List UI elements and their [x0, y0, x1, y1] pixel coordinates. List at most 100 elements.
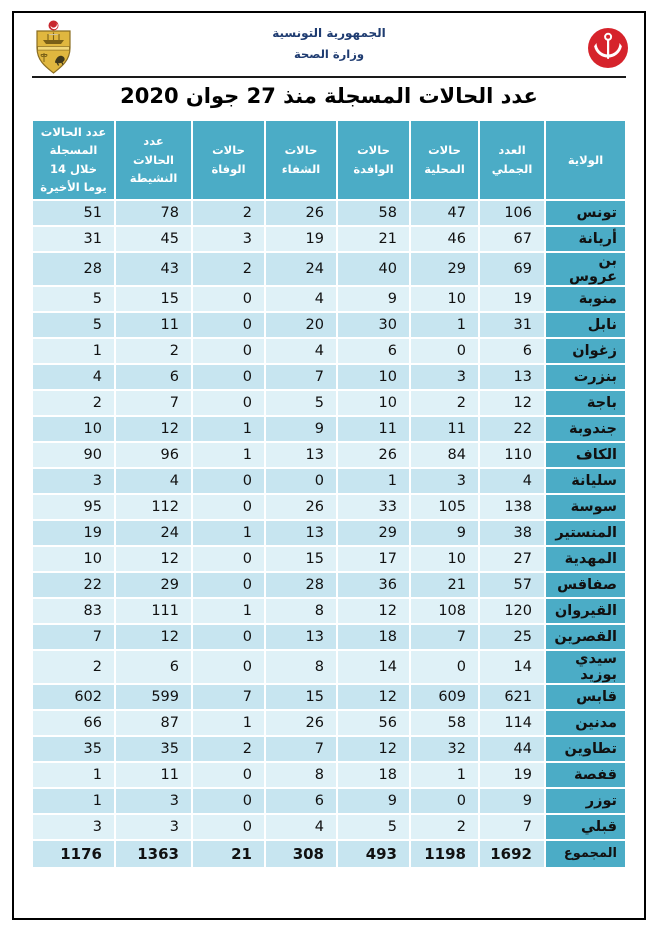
value-cell-total: 19 — [478, 284, 546, 313]
governorate-cell: قبلي — [544, 812, 627, 841]
governorate-cell: نابل — [544, 310, 627, 339]
value-cell-last14: 51 — [31, 198, 116, 227]
table-row: 1 11 0 8 18 1 19 قفصة — [31, 760, 627, 789]
value-cell-recovered: 6 — [264, 786, 338, 815]
total-value-cell-last14: 1176 — [31, 838, 116, 869]
value-cell-recovered: 5 — [264, 388, 338, 417]
value-cell-last14: 95 — [31, 492, 116, 521]
value-cell-active: 78 — [114, 198, 193, 227]
republic-name: الجمهورية التونسية — [272, 26, 386, 40]
total-row: 1176 1363 21 308 493 1198 1692 المجموع — [31, 838, 627, 869]
value-cell-local: 609 — [409, 682, 480, 711]
value-cell-last14: 5 — [31, 310, 116, 339]
value-cell-total: 31 — [478, 310, 546, 339]
value-cell-deaths: 0 — [191, 786, 266, 815]
governorate-cell: سليانة — [544, 466, 627, 495]
value-cell-deaths: 1 — [191, 518, 266, 547]
table-row: 83 111 1 8 12 108 120 القيروان — [31, 596, 627, 625]
value-cell-local: 1 — [409, 760, 480, 789]
value-cell-last14: 22 — [31, 570, 116, 599]
value-cell-imported: 56 — [336, 708, 411, 737]
value-cell-deaths: 0 — [191, 362, 266, 391]
value-cell-local: 3 — [409, 466, 480, 495]
value-cell-last14: 4 — [31, 362, 116, 391]
value-cell-total: 114 — [478, 708, 546, 737]
value-cell-imported: 17 — [336, 544, 411, 573]
value-cell-imported: 36 — [336, 570, 411, 599]
value-cell-imported: 5 — [336, 812, 411, 841]
table-row: 10 12 0 15 17 10 27 المهدية — [31, 544, 627, 573]
table-row: 10 12 1 9 11 11 22 جندوبة — [31, 414, 627, 443]
value-cell-active: 6 — [114, 362, 193, 391]
value-cell-local: 108 — [409, 596, 480, 625]
value-cell-local: 1 — [409, 310, 480, 339]
value-cell-total: 138 — [478, 492, 546, 521]
value-cell-active: 43 — [114, 250, 193, 287]
value-cell-deaths: 2 — [191, 250, 266, 287]
value-cell-active: 12 — [114, 544, 193, 573]
value-cell-last14: 1 — [31, 786, 116, 815]
value-cell-deaths: 1 — [191, 440, 266, 469]
governorate-cell: القيروان — [544, 596, 627, 625]
report-page: الجمهورية التونسية وزارة الصحة عدد الحال… — [12, 11, 646, 920]
value-cell-recovered: 15 — [264, 682, 338, 711]
value-cell-active: 35 — [114, 734, 193, 763]
value-cell-recovered: 7 — [264, 362, 338, 391]
value-cell-deaths: 0 — [191, 812, 266, 841]
value-cell-local: 0 — [409, 786, 480, 815]
value-cell-last14: 31 — [31, 224, 116, 253]
value-cell-last14: 66 — [31, 708, 116, 737]
value-cell-local: 7 — [409, 622, 480, 651]
column-header-total: العدد الجملي — [478, 119, 546, 201]
column-header-governorate: الولاية — [544, 119, 627, 201]
value-cell-recovered: 9 — [264, 414, 338, 443]
value-cell-imported: 30 — [336, 310, 411, 339]
governorate-cell: القصرين — [544, 622, 627, 651]
value-cell-total: 69 — [478, 250, 546, 287]
header-divider — [32, 76, 626, 78]
value-cell-local: 32 — [409, 734, 480, 763]
value-cell-imported: 11 — [336, 414, 411, 443]
value-cell-last14: 35 — [31, 734, 116, 763]
total-value-cell-active: 1363 — [114, 838, 193, 869]
value-cell-recovered: 26 — [264, 708, 338, 737]
value-cell-total: 27 — [478, 544, 546, 573]
value-cell-last14: 1 — [31, 760, 116, 789]
governorate-cell: بن عروس — [544, 250, 627, 287]
value-cell-imported: 10 — [336, 362, 411, 391]
value-cell-total: 4 — [478, 466, 546, 495]
table-row: 51 78 2 26 58 47 106 تونس — [31, 198, 627, 227]
value-cell-imported: 26 — [336, 440, 411, 469]
table-row: 66 87 1 26 56 58 114 مدنين — [31, 708, 627, 737]
total-label-cell: المجموع — [544, 838, 627, 869]
ministry-heading: الجمهورية التونسية وزارة الصحة — [14, 26, 644, 61]
value-cell-total: 6 — [478, 336, 546, 365]
header-row: عدد الحالات المسجلة خلال 14 يوما الأخيرة… — [31, 119, 627, 201]
total-value-cell-recovered: 308 — [264, 838, 338, 869]
table-row: 22 29 0 28 36 21 57 صفاقس — [31, 570, 627, 599]
tunisia-coat-of-arms-icon — [35, 20, 72, 80]
value-cell-deaths: 0 — [191, 336, 266, 365]
value-cell-last14: 90 — [31, 440, 116, 469]
value-cell-total: 19 — [478, 760, 546, 789]
value-cell-recovered: 20 — [264, 310, 338, 339]
page-title: عدد الحالات المسجلة منذ 27 جوان 2020 — [120, 84, 538, 108]
value-cell-deaths: 0 — [191, 648, 266, 685]
value-cell-recovered: 4 — [264, 284, 338, 313]
value-cell-last14: 5 — [31, 284, 116, 313]
value-cell-deaths: 0 — [191, 570, 266, 599]
value-cell-total: 106 — [478, 198, 546, 227]
governorate-cell: منوبة — [544, 284, 627, 313]
value-cell-deaths: 1 — [191, 414, 266, 443]
value-cell-deaths: 3 — [191, 224, 266, 253]
value-cell-local: 47 — [409, 198, 480, 227]
governorate-cell: سيدي بوزيد — [544, 648, 627, 685]
value-cell-imported: 6 — [336, 336, 411, 365]
value-cell-deaths: 0 — [191, 544, 266, 573]
value-cell-imported: 12 — [336, 682, 411, 711]
value-cell-local: 9 — [409, 518, 480, 547]
value-cell-active: 2 — [114, 336, 193, 365]
column-header-last14: عدد الحالات المسجلة خلال 14 يوما الأخيرة — [31, 119, 116, 201]
value-cell-active: 3 — [114, 786, 193, 815]
value-cell-imported: 58 — [336, 198, 411, 227]
